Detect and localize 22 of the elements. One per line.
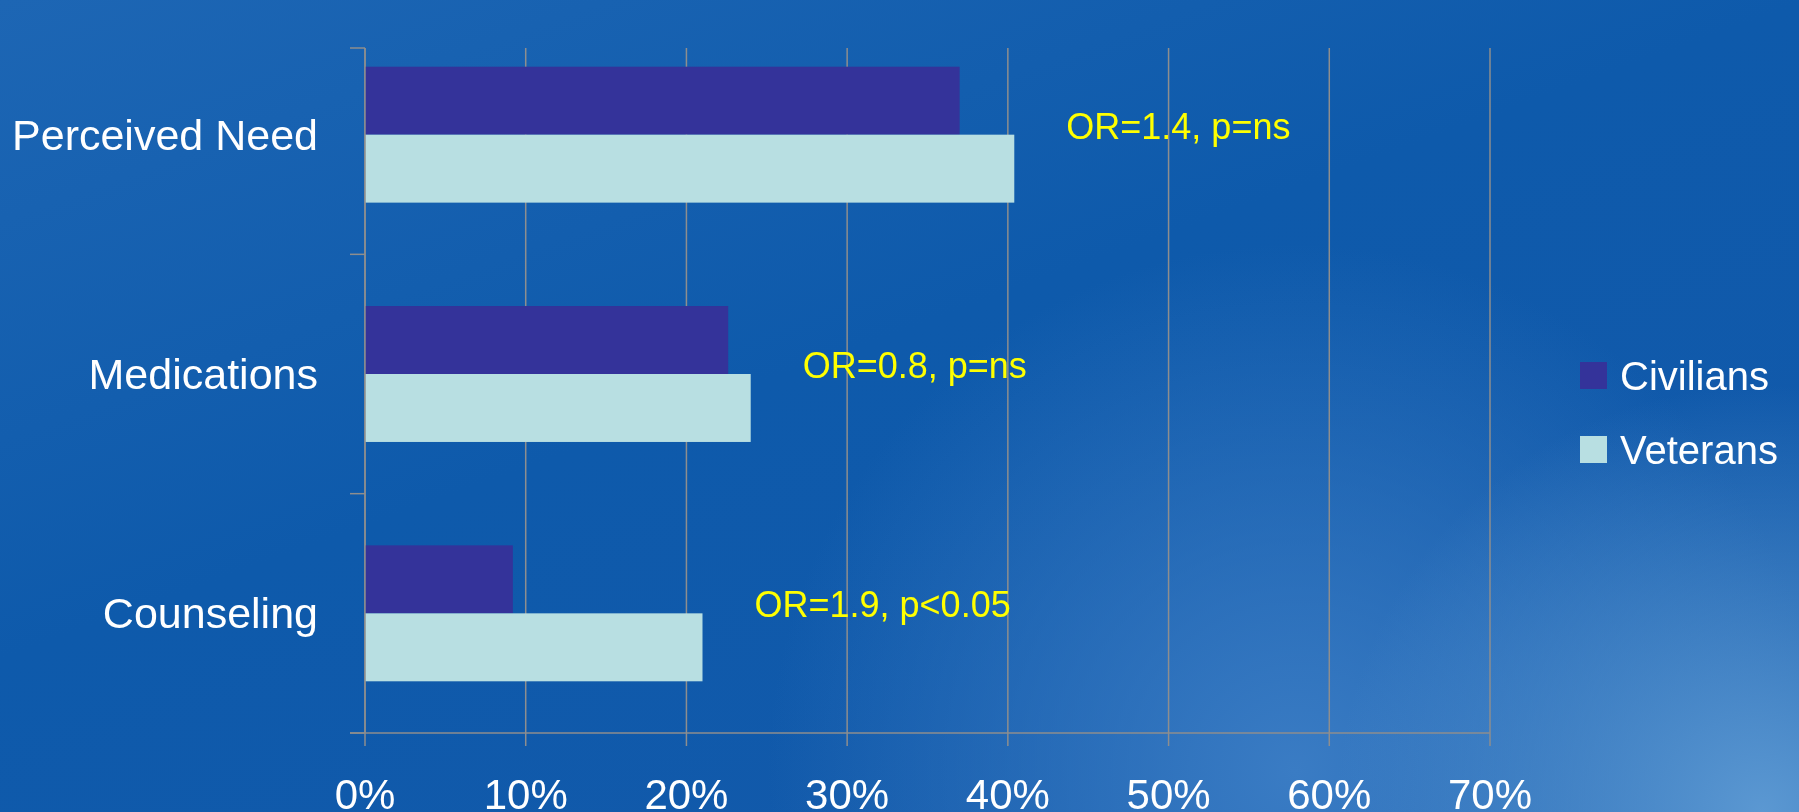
x-tick-label: 20% [644, 770, 729, 812]
x-tick-label: 0% [334, 770, 396, 812]
bar [365, 134, 1015, 203]
x-tick-label: 70% [1447, 770, 1533, 812]
bar [365, 545, 513, 614]
annotation: OR=1.9, p<0.05 [754, 583, 1011, 625]
x-tick-label: 50% [1126, 770, 1211, 812]
x-tick-label: 60% [1287, 770, 1372, 812]
y-tick-label: Medications [88, 350, 318, 398]
x-tick-label: 30% [805, 770, 890, 812]
x-tick-label: 40% [965, 770, 1050, 812]
annotation: OR=0.8, p=ns [802, 344, 1027, 386]
y-tick-label: Perceived Need [12, 110, 318, 159]
bar [365, 66, 960, 135]
y-tick-label: Counseling [102, 589, 318, 638]
bar [365, 374, 751, 442]
legend-label: Civilians [1620, 354, 1769, 398]
x-tick-label: 10% [483, 770, 568, 812]
legend-label: Veterans [1620, 428, 1778, 472]
annotation: OR=1.4, p=ns [1066, 105, 1291, 147]
bar [365, 613, 703, 682]
bar [365, 306, 729, 374]
